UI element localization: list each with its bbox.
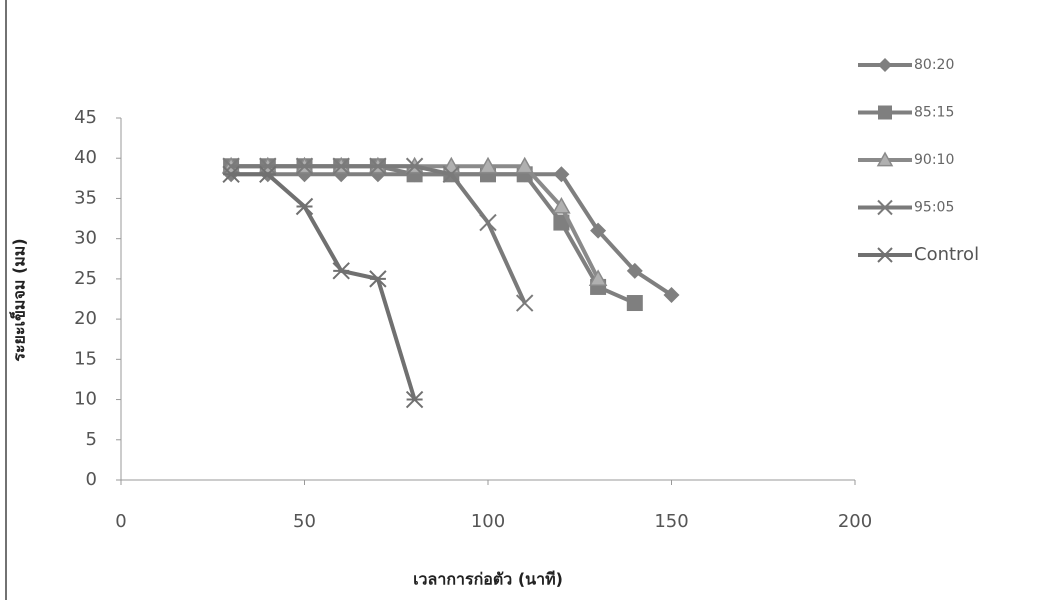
x-tick-label: 150 xyxy=(654,511,688,532)
marker xyxy=(222,157,240,175)
marker xyxy=(369,157,387,175)
marker xyxy=(369,270,387,288)
triangle xyxy=(478,156,498,174)
marker xyxy=(876,151,894,167)
marker xyxy=(878,105,892,120)
diamond xyxy=(553,166,570,183)
square xyxy=(878,105,892,120)
stroke xyxy=(515,294,534,312)
marker xyxy=(588,269,608,287)
legend-label: 90:10 xyxy=(914,152,954,168)
marker xyxy=(332,262,350,280)
marker xyxy=(478,156,498,174)
triangle xyxy=(876,151,894,167)
marker xyxy=(405,390,424,409)
y-tick-label: 20 xyxy=(74,308,97,329)
diamond xyxy=(878,58,892,72)
marker xyxy=(552,196,571,214)
marker xyxy=(222,165,240,184)
legend-label: Control xyxy=(914,244,979,265)
x-tick-label: 50 xyxy=(293,511,316,532)
marker xyxy=(626,295,643,312)
marker xyxy=(332,157,350,175)
marker xyxy=(442,165,461,184)
y-tick-label: 45 xyxy=(74,107,97,128)
diamond xyxy=(663,286,680,303)
y-tick-label: 40 xyxy=(74,147,97,168)
x-tick-label: 200 xyxy=(838,511,872,532)
marker xyxy=(590,222,607,239)
legend-label: 85:15 xyxy=(914,105,954,121)
stroke xyxy=(877,199,893,216)
triangle xyxy=(515,156,534,174)
diamond xyxy=(590,222,607,239)
legend-label: 80:20 xyxy=(914,57,954,73)
marker xyxy=(878,58,892,72)
marker xyxy=(259,165,277,184)
stroke xyxy=(479,213,497,232)
stroke xyxy=(369,157,387,175)
stroke xyxy=(259,157,277,175)
marker xyxy=(553,166,570,183)
legend-label: 95:05 xyxy=(914,200,954,216)
diamond xyxy=(626,262,643,279)
y-tick-label: 35 xyxy=(74,187,97,208)
marker xyxy=(515,294,534,312)
marker xyxy=(877,247,893,263)
y-tick-label: 10 xyxy=(74,389,97,410)
triangle xyxy=(588,269,608,287)
stroke xyxy=(442,165,461,184)
y-tick-label: 0 xyxy=(86,469,97,490)
y-axis-label: ระยะเข็มจม (มม) xyxy=(8,238,29,361)
marker xyxy=(405,157,424,175)
x-tick-label: 0 xyxy=(115,511,126,532)
square xyxy=(626,295,643,312)
marker xyxy=(259,157,277,175)
stroke xyxy=(295,157,314,175)
x-axis-label: เวลาการก่อตัว (นาที) xyxy=(413,570,563,589)
marker xyxy=(295,157,314,175)
stroke xyxy=(332,157,350,175)
y-tick-label: 15 xyxy=(74,348,97,369)
marker xyxy=(515,156,534,174)
y-tick-label: 30 xyxy=(74,228,97,249)
y-tick-label: 25 xyxy=(74,268,97,289)
marker xyxy=(877,199,893,216)
marker xyxy=(663,286,680,303)
marker xyxy=(479,213,497,232)
stroke xyxy=(222,157,240,175)
y-tick-label: 5 xyxy=(86,429,97,450)
triangle xyxy=(552,196,571,214)
x-tick-label: 100 xyxy=(471,511,505,532)
marker xyxy=(626,262,643,279)
stroke xyxy=(405,157,424,175)
marker xyxy=(295,197,314,216)
